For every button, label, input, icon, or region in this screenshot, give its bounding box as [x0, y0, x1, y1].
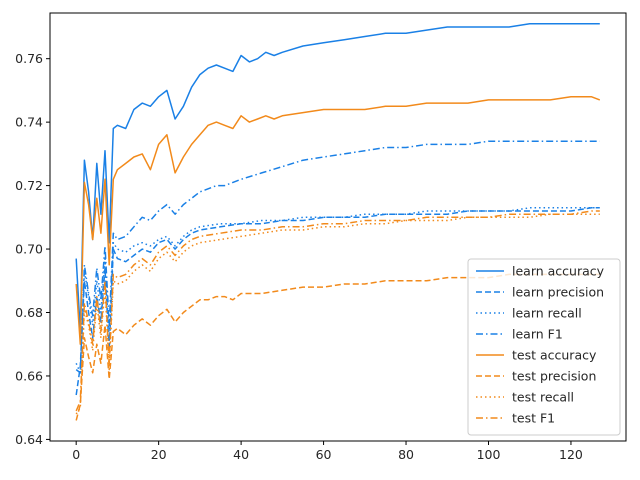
- series-line-learn-accuracy: [75, 23, 600, 333]
- series-line-learn-recall: [75, 207, 600, 374]
- legend: learn accuracy learn precision learn recal…: [467, 258, 621, 436]
- x-tick-label: 120: [559, 447, 583, 462]
- legend-label: learn F1: [512, 327, 563, 342]
- plot-series: [75, 23, 601, 421]
- legend-label: learn recall: [512, 306, 582, 321]
- x-axis: 0 20 40 60 80 100 120: [72, 441, 583, 462]
- y-tick-label: 0.70: [15, 242, 43, 257]
- y-tick-label: 0.76: [15, 51, 43, 66]
- x-tick-label: 100: [477, 447, 501, 462]
- y-tick-label: 0.68: [15, 305, 43, 320]
- legend-box: [467, 258, 621, 436]
- x-tick-label: 40: [233, 447, 249, 462]
- legend-label: test recall: [512, 390, 574, 405]
- x-tick-label: 80: [398, 447, 414, 462]
- y-tick-label: 0.74: [15, 115, 43, 130]
- y-tick-label: 0.72: [15, 178, 43, 193]
- x-tick-label: 0: [72, 447, 80, 462]
- series-line-learn-precision: [75, 207, 600, 396]
- legend-label: test accuracy: [512, 348, 597, 363]
- series-line-test-accuracy: [75, 96, 601, 345]
- legend-label: learn precision: [512, 285, 604, 300]
- series-line-test-precision: [75, 273, 600, 421]
- x-tick-label: 60: [316, 447, 332, 462]
- y-tick-label: 0.66: [15, 368, 43, 383]
- y-axis: 0.64 0.66 0.68 0.70 0.72 0.74 0.76: [15, 51, 50, 447]
- plot-frame: [49, 12, 627, 442]
- legend-label: learn accuracy: [512, 264, 605, 279]
- legend-label: test precision: [512, 369, 596, 384]
- legend-label: test F1: [512, 411, 555, 426]
- y-tick-label: 0.64: [15, 432, 43, 447]
- series-line-test-f1: [75, 210, 600, 412]
- x-tick-label: 20: [151, 447, 167, 462]
- series-line-learn-f1: [75, 140, 600, 374]
